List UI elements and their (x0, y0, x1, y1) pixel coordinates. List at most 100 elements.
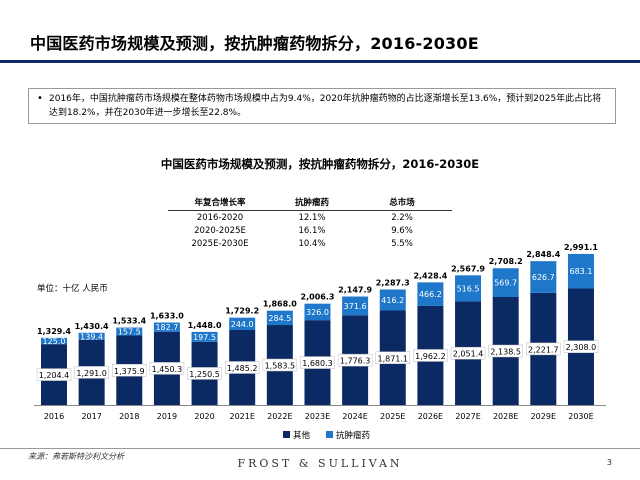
bar-oncology (530, 261, 557, 293)
data-label-other: 1,291.0 (76, 369, 107, 378)
cagr-oncology: 16.1% (298, 225, 326, 236)
bar-oncology (417, 282, 444, 306)
data-label-box (450, 346, 486, 360)
data-label-oncology: 197.5 (193, 333, 216, 342)
legend-label-oncology: 抗肿瘤药 (336, 430, 370, 441)
cagr-oncology: 12.1% (298, 212, 326, 223)
cagr-row: 2016-2020 12.1% 2.2% (168, 211, 452, 224)
x-tick-label: 2027E (455, 412, 480, 421)
data-label-oncology: 683.1 (570, 267, 593, 276)
cagr-total: 2.2% (391, 212, 413, 223)
data-label-oncology: 284.5 (268, 314, 291, 323)
data-label-box (112, 364, 147, 377)
summary-box: • 2016年，中国抗肿瘤药市场规模在整体药物市场规模中占为9.4%，2020年… (28, 88, 616, 124)
data-label-total: 1,329.4 (37, 327, 71, 336)
x-tick-label: 2019 (157, 412, 177, 421)
bar-oncology (41, 337, 67, 345)
data-label-other: 1,204.4 (39, 371, 70, 380)
data-label-box (526, 342, 561, 356)
bar-oncology (266, 310, 293, 326)
data-label-oncology: 371.6 (344, 302, 367, 311)
legend-swatch-other (283, 431, 290, 438)
x-tick-label: 2020 (194, 412, 214, 421)
data-label-total: 2,567.9 (451, 264, 485, 273)
data-label-total: 1,633.0 (150, 312, 184, 321)
data-label-box (300, 356, 335, 369)
data-label-box (36, 368, 72, 381)
cagr-oncology: 10.4% (298, 238, 326, 249)
bar-oncology (567, 253, 594, 289)
x-tick-label: 2030E (568, 412, 593, 421)
footer-divider (0, 448, 640, 449)
cagr-total: 9.6% (391, 225, 413, 236)
bar-oncology (304, 303, 331, 321)
data-label-oncology: 157.5 (118, 328, 141, 337)
data-label-other: 1,962.2 (415, 352, 446, 361)
x-tick-label: 2017 (81, 412, 101, 421)
bar-oncology (455, 275, 482, 302)
data-label-other: 1,485.2 (227, 364, 258, 373)
data-label-total: 2,006.3 (301, 293, 335, 302)
cagr-header-total: 总市场 (352, 195, 452, 211)
bar-oncology (492, 268, 519, 298)
data-label-oncology: 416.2 (381, 296, 404, 305)
data-label-oncology: 182.7 (155, 323, 178, 332)
data-label-total: 2,147.9 (338, 286, 372, 295)
x-tick-label: 2024E (342, 412, 367, 421)
bar-oncology (116, 327, 143, 336)
data-label-total: 1,868.0 (263, 300, 297, 309)
x-tick-label: 2022E (267, 412, 292, 421)
data-label-box (262, 358, 298, 372)
bar-oncology (191, 331, 218, 342)
data-label-total: 1,729.2 (225, 307, 259, 316)
data-label-box (488, 344, 523, 358)
data-label-box (74, 366, 109, 379)
data-label-total: 1,533.4 (112, 317, 146, 326)
unit-label: 单位：十亿 人民币 (37, 284, 108, 294)
cagr-period: 2020-2025E (194, 225, 246, 236)
x-tick-label: 2025E (380, 412, 405, 421)
summary-text: 2016年，中国抗肿瘤药市场规模在整体药物市场规模中占为9.4%，2020年抗肿… (49, 94, 602, 118)
data-label-other: 1,680.3 (302, 359, 333, 368)
page-title: 中国医药市场规模及预测，按抗肿瘤药物拆分，2016-2030E (30, 34, 479, 53)
data-label-box (375, 351, 411, 365)
data-label-oncology: 516.5 (457, 284, 480, 293)
x-tick-label: 2021E (229, 412, 254, 421)
data-label-oncology: 125.0 (43, 337, 66, 346)
summary-bullet: • (37, 93, 43, 104)
data-label-total: 2,848.4 (526, 250, 560, 259)
title-divider (0, 60, 640, 63)
data-label-box (563, 340, 599, 353)
data-label-oncology: 139.4 (80, 332, 103, 341)
data-label-other: 1,250.5 (189, 370, 220, 379)
x-tick-label: 2023E (305, 412, 330, 421)
cagr-header-period: 年复合增长率 (168, 195, 272, 211)
bar-oncology (153, 322, 180, 332)
data-label-other: 1,871.1 (377, 354, 408, 363)
cagr-header-oncology: 抗肿瘤药 (272, 195, 352, 211)
cagr-table: 年复合增长率 抗肿瘤药 总市场 2016-2020 12.1% 2.2% 202… (168, 195, 452, 250)
data-label-oncology: 326.0 (306, 308, 329, 317)
legend-swatch-oncology (326, 431, 333, 438)
cagr-period: 2025E-2030E (191, 238, 249, 249)
data-label-total: 1,430.4 (75, 322, 109, 331)
cagr-header-row: 年复合增长率 抗肿瘤药 总市场 (168, 195, 452, 211)
data-label-box (337, 353, 373, 367)
cagr-total: 5.5% (391, 238, 413, 249)
bar-oncology (229, 317, 256, 330)
data-label-box (224, 361, 260, 374)
data-label-other: 2,138.5 (490, 348, 521, 357)
data-label-other: 2,308.0 (566, 343, 597, 352)
data-label-other: 2,221.7 (528, 345, 559, 354)
x-tick-label: 2028E (493, 412, 518, 421)
x-tick-label: 2018 (119, 412, 139, 421)
chart-title: 中国医药市场规模及预测，按抗肿瘤药物拆分，2016-2030E (160, 157, 480, 171)
bar-oncology (342, 296, 369, 316)
page-number: 3 (606, 458, 612, 467)
data-label-total: 2,708.2 (489, 257, 523, 266)
data-label-box (187, 367, 222, 380)
brand-logo-text: FROST & SULLIVAN (237, 457, 403, 470)
data-label-box (413, 349, 448, 362)
data-label-other: 1,375.9 (114, 367, 145, 376)
